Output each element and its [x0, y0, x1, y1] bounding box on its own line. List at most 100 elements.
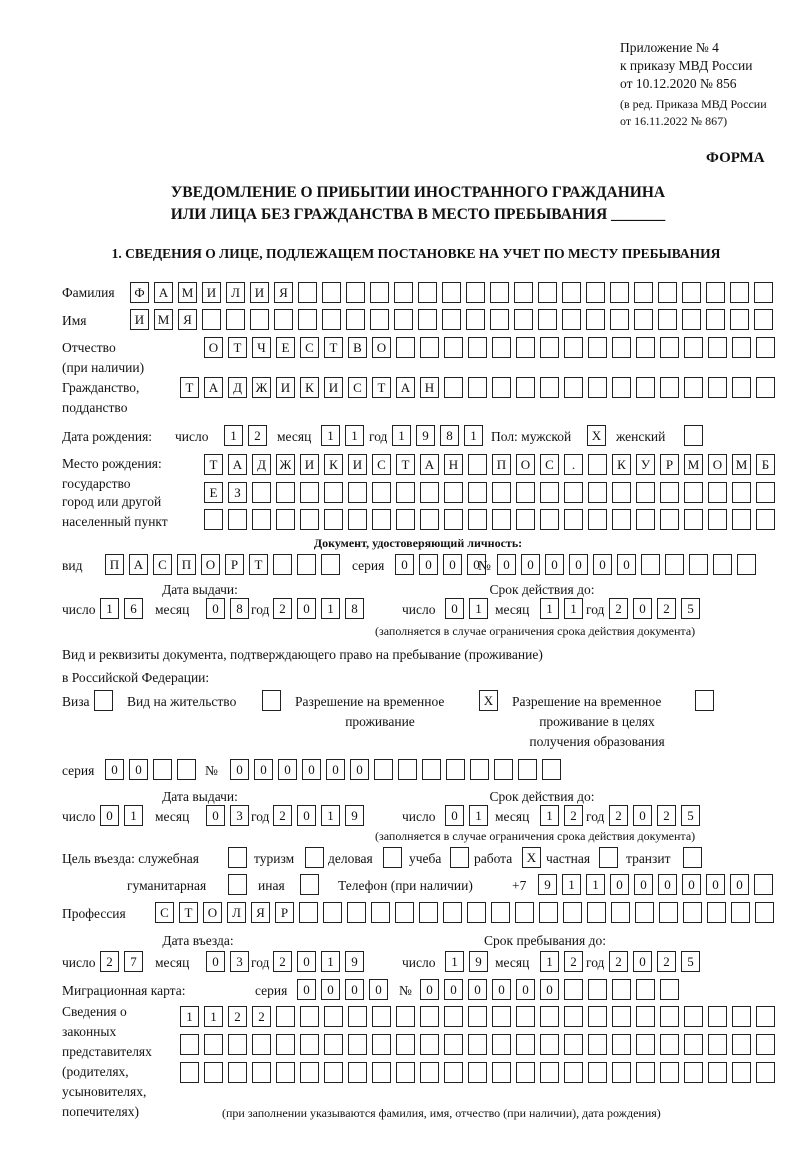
char-box[interactable] [538, 309, 557, 330]
char-box[interactable]: 1 [445, 951, 464, 972]
char-box[interactable] [660, 377, 679, 398]
char-box[interactable] [492, 1062, 511, 1083]
char-box[interactable] [466, 309, 485, 330]
char-box[interactable]: Е [276, 337, 295, 358]
char-box[interactable]: С [300, 337, 319, 358]
char-box[interactable] [538, 282, 557, 303]
sex-male-checkbox[interactable]: X [587, 425, 606, 446]
char-box[interactable] [588, 1034, 607, 1055]
char-box[interactable] [252, 1034, 271, 1055]
char-box[interactable] [300, 1006, 319, 1027]
char-box[interactable] [540, 377, 559, 398]
char-box[interactable] [204, 1034, 223, 1055]
char-box[interactable] [612, 377, 631, 398]
char-box[interactable]: А [228, 454, 247, 475]
char-box[interactable]: 1 [469, 805, 488, 826]
char-box[interactable] [468, 454, 487, 475]
char-box[interactable]: Я [251, 902, 270, 923]
char-box[interactable] [636, 509, 655, 530]
char-box[interactable] [276, 482, 295, 503]
char-box[interactable]: К [300, 377, 319, 398]
char-box[interactable] [588, 509, 607, 530]
char-box[interactable]: З [228, 482, 247, 503]
char-box[interactable]: С [540, 454, 559, 475]
char-box[interactable]: X [479, 690, 498, 711]
char-box[interactable]: 9 [345, 951, 364, 972]
char-box[interactable] [695, 690, 714, 711]
char-box[interactable]: 1 [564, 598, 583, 619]
char-box[interactable] [324, 1006, 343, 1027]
char-box[interactable] [599, 847, 618, 868]
char-box[interactable] [420, 1062, 439, 1083]
char-box[interactable] [755, 902, 774, 923]
char-box[interactable] [492, 1006, 511, 1027]
char-box[interactable] [300, 1034, 319, 1055]
char-box[interactable] [420, 1006, 439, 1027]
char-box[interactable] [467, 902, 486, 923]
char-box[interactable]: 0 [345, 979, 364, 1000]
char-box[interactable] [684, 337, 703, 358]
char-box[interactable] [348, 1006, 367, 1027]
char-box[interactable] [419, 902, 438, 923]
char-box[interactable]: С [348, 377, 367, 398]
char-box[interactable] [180, 1062, 199, 1083]
char-box[interactable] [612, 979, 631, 1000]
char-box[interactable] [658, 282, 677, 303]
char-box[interactable]: 1 [540, 805, 559, 826]
char-box[interactable]: Е [204, 482, 223, 503]
char-box[interactable] [756, 1006, 775, 1027]
char-box[interactable]: Р [225, 554, 244, 575]
char-box[interactable]: 2 [273, 951, 292, 972]
char-box[interactable]: 0 [206, 598, 225, 619]
char-box[interactable] [276, 1062, 295, 1083]
char-box[interactable] [612, 1006, 631, 1027]
char-box[interactable] [420, 482, 439, 503]
char-box[interactable] [418, 282, 437, 303]
char-box[interactable]: Ж [276, 454, 295, 475]
char-box[interactable] [442, 282, 461, 303]
char-box[interactable] [682, 282, 701, 303]
char-box[interactable]: 0 [617, 554, 636, 575]
char-box[interactable] [346, 309, 365, 330]
char-box[interactable]: Б [756, 454, 775, 475]
char-box[interactable] [444, 337, 463, 358]
char-box[interactable] [372, 1034, 391, 1055]
char-box[interactable]: 2 [273, 598, 292, 619]
char-box[interactable]: 0 [419, 554, 438, 575]
char-box[interactable]: 5 [681, 951, 700, 972]
char-box[interactable] [610, 309, 629, 330]
char-box[interactable] [732, 1034, 751, 1055]
char-box[interactable]: П [177, 554, 196, 575]
char-box[interactable]: 0 [326, 759, 345, 780]
char-box[interactable] [450, 847, 469, 868]
char-box[interactable] [250, 309, 269, 330]
char-box[interactable]: 0 [100, 805, 119, 826]
char-box[interactable]: 8 [440, 425, 459, 446]
char-box[interactable] [518, 759, 537, 780]
char-box[interactable] [636, 482, 655, 503]
char-box[interactable] [324, 482, 343, 503]
char-box[interactable]: 0 [297, 598, 316, 619]
char-box[interactable] [641, 554, 660, 575]
char-box[interactable] [588, 454, 607, 475]
char-box[interactable]: А [420, 454, 439, 475]
char-box[interactable]: 0 [658, 874, 677, 895]
char-box[interactable]: 0 [468, 979, 487, 1000]
char-box[interactable] [588, 337, 607, 358]
char-box[interactable] [348, 1062, 367, 1083]
char-box[interactable]: К [612, 454, 631, 475]
char-box[interactable] [398, 759, 417, 780]
char-box[interactable] [396, 482, 415, 503]
char-box[interactable]: 0 [230, 759, 249, 780]
